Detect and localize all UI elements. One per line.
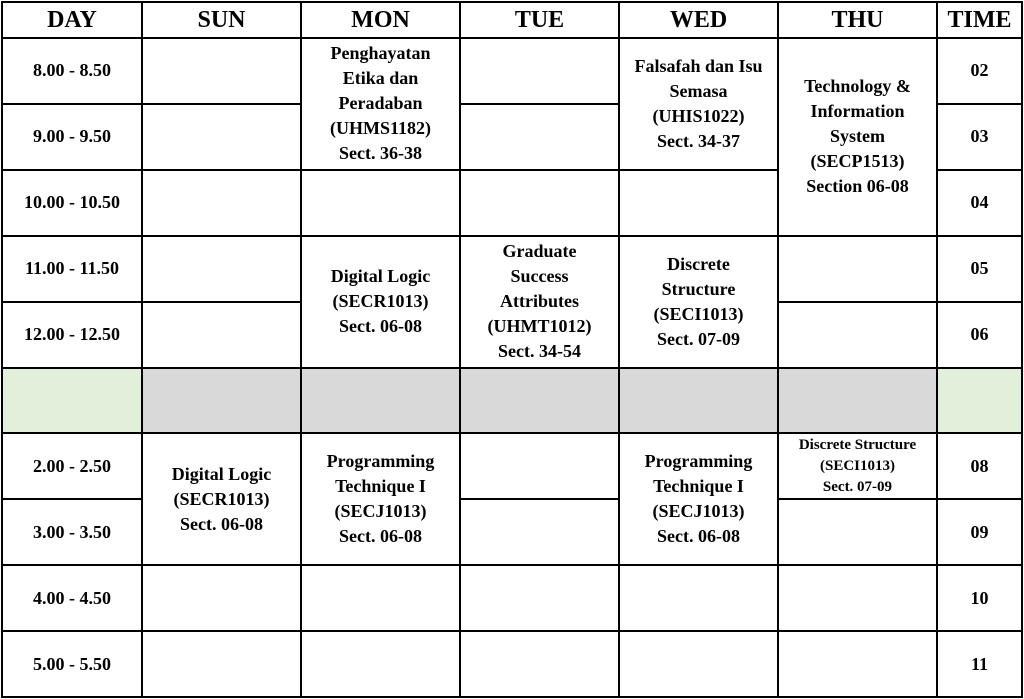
empty-cell (143, 566, 300, 631)
empty-cell (143, 236, 300, 301)
class-cell: Programming Technique I (SECJ1013) Sect.… (302, 434, 459, 565)
header-tue: TUE (461, 3, 618, 37)
slot-number: 02 (938, 39, 1021, 103)
empty-cell (461, 170, 618, 235)
class-cell: Programming Technique I (SECJ1013) Sect.… (620, 434, 777, 565)
header-sun: SUN (143, 3, 300, 37)
class-cell: Digital Logic (SECR1013) Sect. 06-08 (143, 434, 300, 565)
slot-number: 10 (938, 566, 1021, 631)
empty-cell (143, 302, 300, 367)
slot-number: 08 (938, 434, 1021, 499)
time-label: 2.00 - 2.50 (3, 434, 141, 499)
empty-cell (461, 632, 618, 696)
break-cell (143, 368, 300, 433)
empty-cell (779, 236, 936, 301)
header-thu: THU (779, 3, 936, 37)
slot-number: 04 (938, 170, 1021, 235)
empty-cell (620, 566, 777, 631)
class-cell: Digital Logic (SECR1013) Sect. 06-08 (302, 236, 459, 367)
time-label: 9.00 - 9.50 (3, 104, 141, 169)
empty-cell (143, 170, 300, 235)
break-cell (938, 368, 1021, 433)
class-cell: Discrete Structure (SECI1013) Sect. 07-0… (779, 434, 936, 499)
time-label: 8.00 - 8.50 (3, 39, 141, 103)
time-label: 3.00 - 3.50 (3, 500, 141, 565)
empty-cell (302, 566, 459, 631)
time-label: 4.00 - 4.50 (3, 566, 141, 631)
empty-cell (779, 566, 936, 631)
empty-cell (143, 39, 300, 103)
header-mon: MON (302, 3, 459, 37)
empty-cell (461, 434, 618, 499)
empty-cell (461, 500, 618, 565)
time-label: 11.00 - 11.50 (3, 236, 141, 301)
header-day: DAY (3, 3, 141, 37)
time-label: 5.00 - 5.50 (3, 632, 141, 696)
slot-number: 09 (938, 500, 1021, 565)
break-cell (620, 368, 777, 433)
empty-cell (779, 302, 936, 367)
time-label: 12.00 - 12.50 (3, 302, 141, 367)
empty-cell (302, 170, 459, 235)
class-cell: Graduate Success Attributes (UHMT1012) S… (461, 236, 618, 367)
class-cell: Falsafah dan Isu Semasa (UHIS1022) Sect.… (620, 39, 777, 169)
break-cell (779, 368, 936, 433)
empty-cell (461, 566, 618, 631)
empty-cell (302, 632, 459, 696)
empty-cell (143, 104, 300, 169)
break-cell (461, 368, 618, 433)
class-cell: Technology & Information System (SECP151… (779, 39, 936, 235)
header-time: TIME (938, 3, 1021, 37)
empty-cell (143, 632, 300, 696)
slot-number: 05 (938, 236, 1021, 301)
empty-cell (620, 632, 777, 696)
header-wed: WED (620, 3, 777, 37)
empty-cell (779, 632, 936, 696)
empty-cell (461, 39, 618, 103)
class-cell: Penghayatan Etika dan Peradaban (UHMS118… (302, 39, 459, 169)
class-cell: Discrete Structure (SECI1013) Sect. 07-0… (620, 236, 777, 367)
time-label: 10.00 - 10.50 (3, 170, 141, 235)
empty-cell (779, 500, 936, 565)
break-cell (3, 368, 141, 433)
empty-cell (620, 170, 777, 235)
slot-number: 11 (938, 632, 1021, 696)
slot-number: 06 (938, 302, 1021, 367)
slot-number: 03 (938, 104, 1021, 169)
break-cell (302, 368, 459, 433)
empty-cell (461, 104, 618, 169)
